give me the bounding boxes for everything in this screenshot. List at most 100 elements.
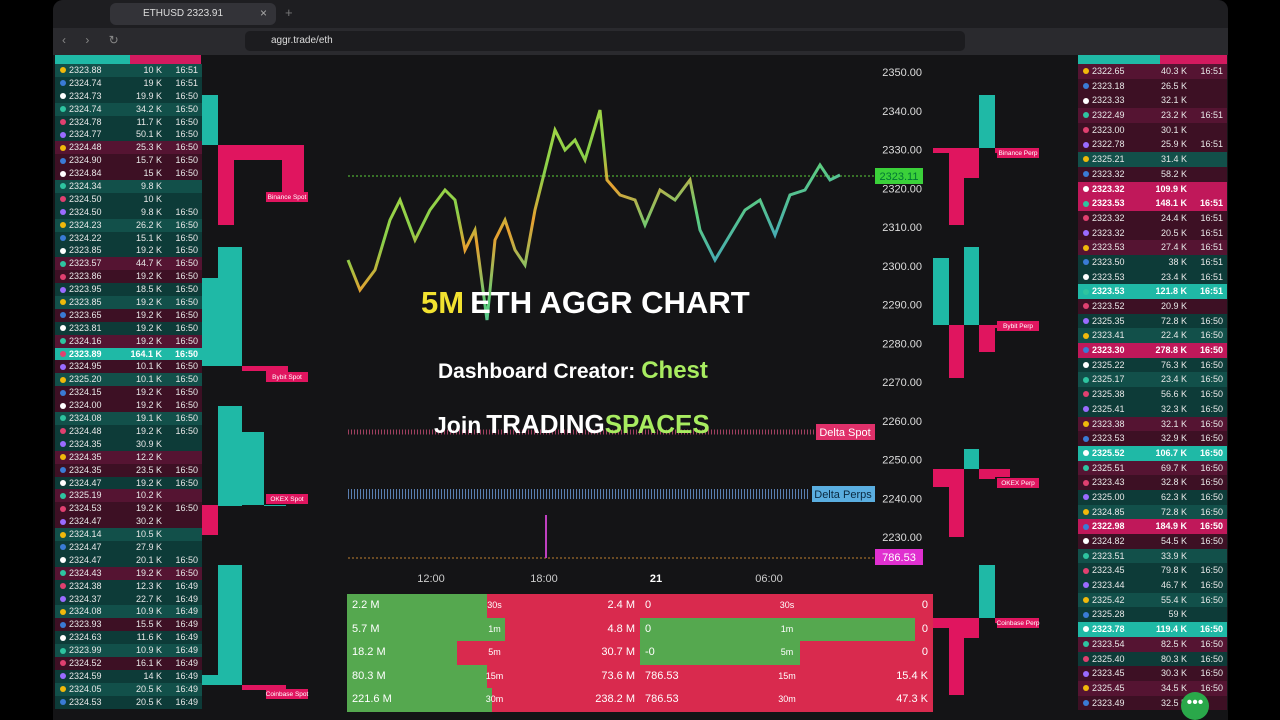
trade-size: 10 K: [143, 65, 162, 75]
stat-cell: 0: [645, 622, 652, 635]
price-tick-label: 2330.00: [882, 145, 922, 157]
trade-size: 32.9 K: [1160, 433, 1187, 444]
trade-size: 50.1 K: [135, 129, 162, 140]
exchange-icon: [60, 106, 66, 113]
volume-bar: [202, 505, 218, 535]
trade-size: 32.3 K: [1160, 403, 1187, 414]
exchange-icon: [60, 286, 66, 293]
trade-list: 2322.65 40.3 K 16:51 2323.18 26.5 K 2323.33 32…: [1078, 64, 1227, 720]
volume-bar: [202, 675, 218, 685]
address-bar[interactable]: [245, 31, 965, 51]
trade-time: 16:51: [1200, 271, 1223, 282]
stat-bar: [347, 594, 487, 618]
stat-bar: [347, 617, 505, 642]
tab[interactable]: [110, 3, 276, 25]
trade-price: 2323.53: [1092, 433, 1125, 444]
menu-button[interactable]: •••: [1181, 692, 1209, 720]
trade-price: 2324.53: [69, 696, 102, 707]
trade-price: 2322.78: [1092, 139, 1125, 150]
trade-price: 2324.34: [69, 181, 102, 192]
trade-row: 2323.53 27.4 K 16:51: [1078, 240, 1227, 255]
trade-time: 16:50: [175, 361, 198, 372]
stat-cell: 30m: [485, 694, 504, 705]
exchange-icon: [1083, 420, 1089, 427]
trade-row: 2324.90 15.7 K 16:50: [55, 154, 202, 168]
url: aggr.trade/eth: [271, 35, 333, 46]
trade-price: 2323.81: [69, 322, 102, 333]
exchange-icon: [60, 376, 66, 383]
exchange-label: OKEX Spot: [270, 496, 303, 503]
nav-buttons[interactable]: ‹ › ↻: [62, 33, 127, 47]
trade-row: 2324.08 19.1 K 16:50: [55, 412, 202, 425]
trade-price: 2323.54: [1092, 638, 1125, 649]
trade-price: 2323.51: [1092, 550, 1125, 561]
price-tick-label: 2340.00: [882, 106, 922, 118]
join-text: Join: [434, 412, 481, 438]
tab-title: ETHUSD 2323.91: [143, 8, 224, 19]
trade-row: 2324.82 54.5 K 16:50: [1078, 534, 1227, 549]
last-price: 2323.11: [880, 171, 919, 183]
trade-row: 2323.65 19.2 K 16:50: [55, 308, 202, 322]
trade-time: 16:50: [1200, 565, 1223, 576]
trade-time: 16:50: [1200, 315, 1223, 326]
trade-price: 2325.28: [1092, 609, 1125, 620]
exchange-icon: [1083, 567, 1089, 574]
exchange-icon: [1083, 112, 1089, 119]
trade-row: 2323.45 30.3 K 16:50: [1078, 666, 1227, 681]
trade-row: 2322.78 25.9 K 16:51: [1078, 137, 1227, 153]
exchange-tag: [997, 618, 1039, 628]
new-tab[interactable]: +: [285, 5, 293, 20]
trade-size: 10.9 K: [135, 606, 162, 617]
volume-label: 786.53: [882, 552, 916, 564]
trade-time: 16:50: [175, 284, 198, 295]
trade-row: 2324.52 16.1 K 16:49: [55, 656, 202, 670]
stat-bar: [640, 594, 933, 618]
trade-size: 59 K: [1168, 609, 1187, 620]
headline-text: ETH AGGR CHART: [470, 285, 750, 320]
exchange-icon: [1083, 273, 1089, 280]
trade-price: 2324.95: [69, 361, 102, 372]
delta-spot-tag: [816, 424, 875, 440]
trade-size: 46.7 K: [1160, 580, 1187, 591]
volume-bar: [242, 366, 266, 371]
volume-bar: [979, 95, 995, 148]
stat-cell: 0: [645, 599, 652, 611]
trade-row: 2324.05 20.5 K 16:49: [55, 682, 202, 696]
trade-size: 15.1 K: [135, 232, 162, 243]
volume-bar: [234, 145, 258, 160]
trade-price: 2323.32: [1092, 168, 1125, 179]
tab-close[interactable]: ×: [260, 6, 268, 20]
trade-price: 2323.43: [1092, 477, 1125, 488]
exchange-icon: [60, 222, 66, 229]
trade-time: 16:50: [175, 567, 198, 578]
stat-bar: [347, 664, 487, 689]
trade-size: 32.5 K: [1160, 697, 1187, 708]
trade-price: 2324.38: [69, 580, 102, 591]
trade-time: 16:49: [175, 696, 198, 707]
trade-time: 16:50: [175, 155, 198, 166]
trade-row: 2324.78 11.7 K 16:50: [55, 115, 202, 129]
trade-price: 2324.85: [1092, 506, 1125, 517]
trade-time: 16:51: [1200, 256, 1223, 267]
exchange-icon: [1083, 83, 1089, 90]
trade-row: 2324.14 10.5 K: [55, 528, 202, 541]
exchange-icon: [1083, 332, 1089, 339]
trade-size: 11.7 K: [136, 116, 162, 127]
exchange-icon: [1083, 376, 1089, 383]
trade-size: 10 K: [143, 193, 162, 204]
trade-time: 16:50: [175, 387, 198, 398]
exchange-icon: [1083, 641, 1089, 648]
trade-time: 16:51: [1199, 198, 1223, 209]
exchange-icon: [1083, 200, 1089, 207]
trade-price: 2324.53: [69, 503, 102, 514]
trade-size: 38 K: [1168, 256, 1187, 267]
trade-size: 44.7 K: [135, 258, 162, 269]
trade-row: 2325.42 55.4 K 16:50: [1078, 592, 1227, 608]
exchange-icon: [1083, 97, 1089, 104]
trade-size: 25.9 K: [1160, 139, 1187, 150]
volume-bar: [979, 565, 995, 618]
trade-size: 19.2 K: [135, 322, 162, 333]
trade-row: 2324.73 19.9 K 16:50: [55, 89, 202, 103]
price-line: [346, 109, 841, 321]
